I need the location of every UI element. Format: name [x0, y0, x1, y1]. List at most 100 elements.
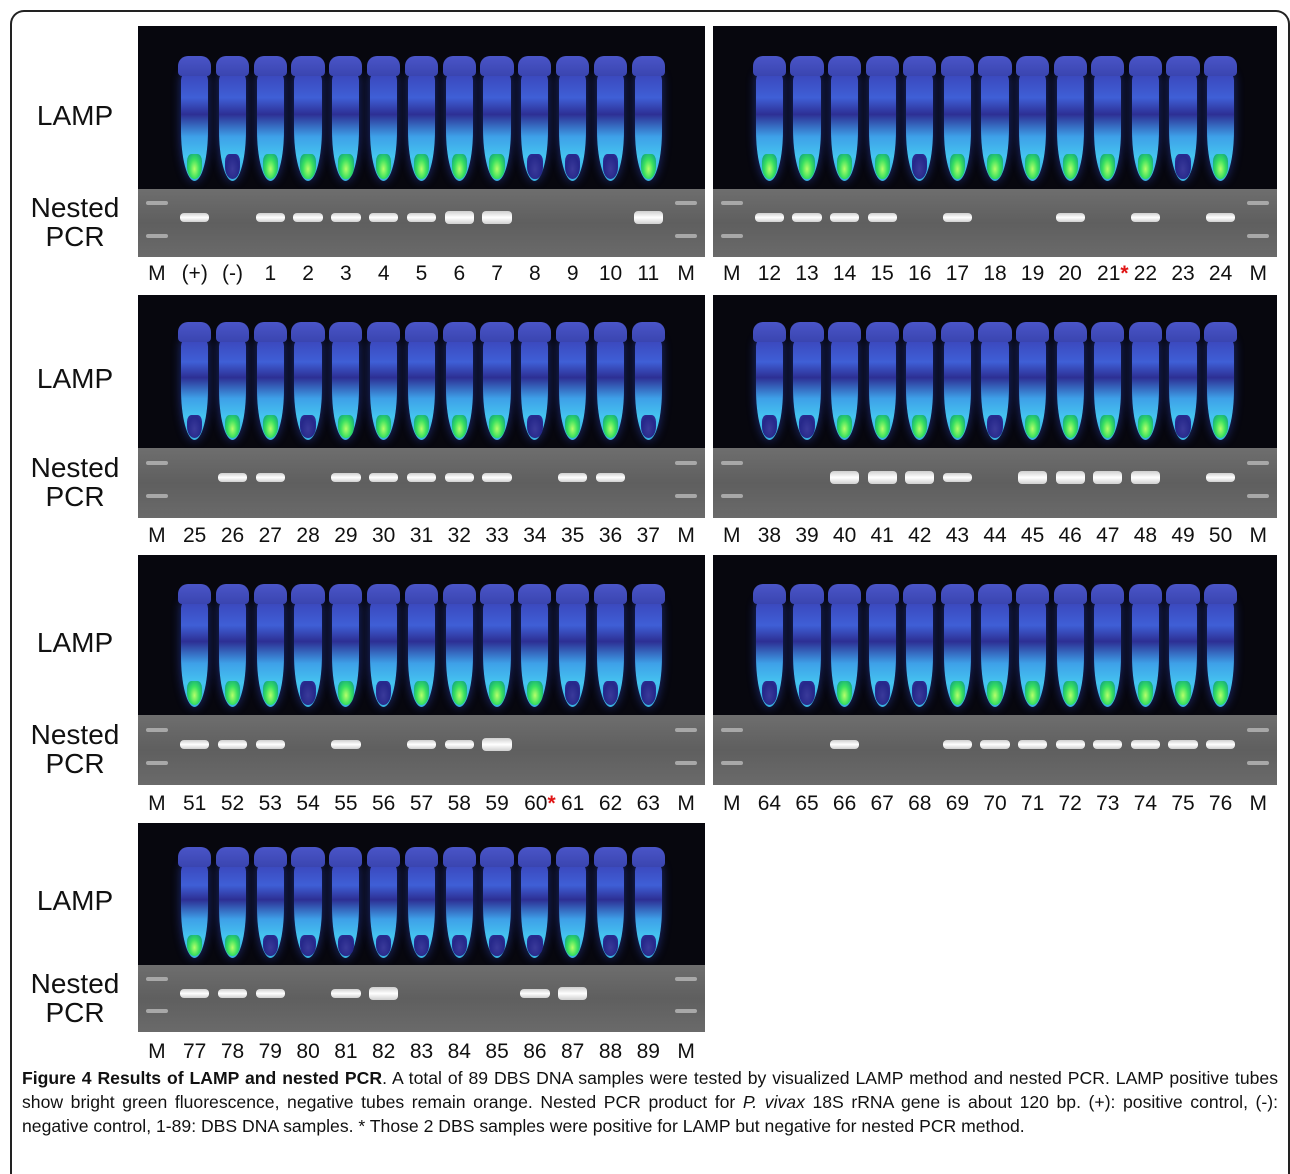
fluorescence-positive	[602, 415, 619, 439]
lane-label: M	[148, 1040, 166, 1063]
caption-title: Figure 4 Results of LAMP and nested PCR	[22, 1068, 383, 1088]
lane-label: 82	[372, 1040, 396, 1063]
fluorescence-positive	[761, 154, 777, 179]
lamp-image	[713, 26, 1277, 189]
fluorescence-positive	[338, 681, 354, 705]
lamp-tube	[1128, 56, 1162, 181]
fluorescence-negative	[987, 415, 1003, 439]
tube-cap	[442, 847, 476, 868]
tube-cap	[1166, 322, 1200, 343]
fluorescence-negative	[761, 415, 777, 439]
pcr-band	[217, 740, 248, 750]
fluorescence-negative	[1175, 154, 1191, 179]
lamp-tube	[215, 322, 250, 441]
lane-label: 48	[1133, 524, 1158, 547]
lane-label: 51	[183, 792, 207, 815]
caption-species: P. vivax	[742, 1092, 805, 1112]
tube-cap	[752, 322, 786, 343]
tube-cap	[631, 56, 665, 76]
fluorescence-negative	[912, 681, 928, 705]
ladder-band	[145, 460, 168, 465]
lane-label: 6	[453, 262, 466, 285]
lamp-tube	[329, 584, 363, 707]
lane-label: 77	[183, 1040, 207, 1063]
fluorescence-negative	[640, 415, 656, 439]
lane-label: 52	[220, 792, 245, 815]
tube-cap	[518, 322, 552, 343]
lane-label: 55	[334, 792, 358, 815]
pcr-band	[406, 740, 437, 750]
pcr-band	[331, 989, 361, 999]
pcr-row-label: Nested PCR	[20, 453, 130, 511]
lamp-tube	[480, 56, 514, 181]
pcr-band	[792, 213, 822, 223]
fluorescence-positive	[527, 681, 543, 705]
lane-label: 87	[561, 1040, 585, 1063]
fluorescence-positive	[338, 415, 354, 439]
ladder-band	[720, 233, 743, 238]
lamp-row-label: LAMP	[36, 99, 114, 131]
pcr-band	[942, 473, 973, 483]
lamp-tube	[329, 56, 363, 181]
fluorescence-positive	[987, 681, 1003, 705]
lamp-tube	[404, 322, 439, 441]
lane-label: 1	[264, 262, 277, 285]
tube-cap	[631, 847, 665, 868]
lamp-tube	[1053, 322, 1087, 441]
lamp-tube	[329, 322, 363, 441]
tube-cap	[253, 56, 287, 76]
fluorescence-positive	[837, 681, 853, 705]
fluorescence-positive	[1137, 415, 1153, 439]
pcr-band	[980, 740, 1010, 750]
lamp-tube	[215, 847, 250, 958]
lane-label: 4	[377, 262, 390, 285]
pcr-band	[829, 740, 860, 750]
lane-label: 66	[832, 792, 857, 815]
tube-cap	[253, 584, 287, 605]
pcr-band	[179, 213, 210, 223]
tube-cap	[367, 322, 401, 343]
ladder-band	[720, 761, 743, 766]
lane-label: 25	[183, 524, 207, 547]
tube-cap	[480, 847, 514, 868]
fluorescence-positive	[1175, 681, 1191, 705]
lane-label: 65	[795, 792, 819, 815]
tube-cap	[1053, 56, 1087, 76]
tube-cap	[631, 322, 665, 343]
fluorescence-positive	[1062, 154, 1078, 179]
fluorescence-positive	[413, 415, 430, 439]
pcr-band	[1055, 740, 1085, 750]
ladder-band	[1247, 494, 1270, 499]
lamp-tube	[518, 847, 552, 958]
lane-label: 31	[409, 524, 434, 547]
figure-frame	[10, 10, 1290, 1174]
fluorescence-positive	[1213, 154, 1229, 179]
fluorescence-positive	[451, 415, 467, 439]
fluorescence-negative	[527, 934, 543, 956]
fluorescence-positive	[262, 415, 278, 439]
tube-cap	[215, 584, 250, 605]
tube-cap	[1016, 322, 1050, 343]
lamp-tube	[593, 847, 628, 958]
tube-cap	[593, 847, 628, 868]
lamp-tube	[404, 56, 439, 181]
ladder-band	[145, 201, 168, 206]
tube-cap	[593, 584, 628, 605]
lane-label: 36	[598, 524, 623, 547]
fluorescence-positive	[262, 681, 278, 705]
lamp-tube	[1204, 584, 1238, 707]
lamp-tube	[1166, 584, 1200, 707]
fluorescence-positive	[451, 154, 467, 179]
pcr-band	[1130, 471, 1161, 485]
lamp-image	[138, 555, 705, 715]
fluorescence-positive	[949, 415, 965, 439]
lane-label: M	[677, 262, 695, 285]
lane-label: 22	[1133, 262, 1158, 285]
tube-cap	[1091, 322, 1125, 343]
tube-cap	[940, 584, 974, 605]
tube-cap	[291, 584, 325, 605]
tube-cap	[404, 847, 439, 868]
gel-image	[138, 715, 705, 785]
tube-cap	[593, 322, 628, 343]
lamp-tube	[940, 584, 974, 707]
